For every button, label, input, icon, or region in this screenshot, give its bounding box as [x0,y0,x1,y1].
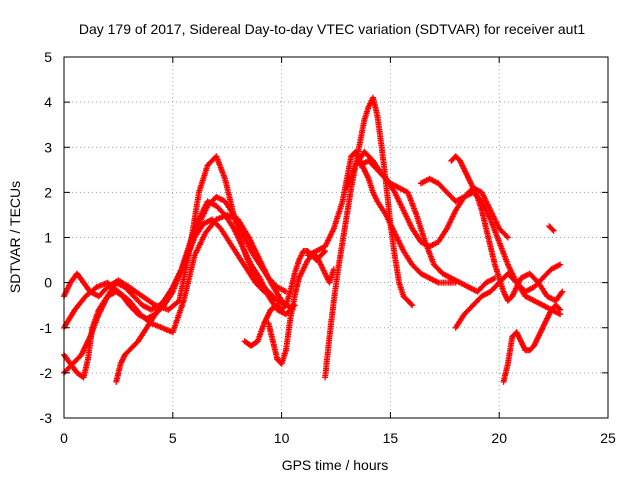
x-tick-label: 25 [600,430,616,446]
x-tick-label: 0 [60,430,68,446]
x-tick-label: 15 [383,430,399,446]
y-tick-label: 5 [44,49,52,65]
y-tick-label: 4 [44,94,52,110]
x-tick-label: 5 [169,430,177,446]
data-point-markers [448,153,566,304]
x-tick-label: 10 [274,430,290,446]
y-tick-label: 0 [44,275,52,291]
series-track-14 [452,261,564,331]
series-track-7 [265,252,337,367]
data-point-markers [546,223,557,234]
y-tick-label: 2 [44,184,52,200]
series-track-10 [343,148,498,295]
series-track-15 [500,302,564,385]
chart-title: Day 179 of 2017, Sidereal Day-to-day VTE… [79,21,586,37]
data-point-markers [304,148,459,286]
x-axis-label: GPS time / hours [282,457,389,473]
x-tick-label: 20 [491,430,507,446]
series-track-9 [304,148,459,286]
y-tick-label: -2 [40,365,53,381]
x-tick-labels: 0 5 10 15 20 25 [60,430,616,446]
axis-ticks [63,56,609,419]
series-track-6 [241,248,329,349]
data-point-markers [343,148,498,295]
data-point-markers [452,261,564,331]
series-track-16 [546,223,557,234]
grid [64,57,608,418]
data-point-markers [500,302,564,385]
data-point-markers [241,248,329,349]
series-track-13 [448,153,566,304]
data-point-markers [113,193,289,385]
series-track-12 [417,175,511,241]
y-tick-label: 3 [44,139,52,155]
y-tick-label: -3 [40,410,53,426]
data-series [61,94,566,385]
y-tick-labels: -3 -2 -1 0 1 2 3 4 5 [40,49,53,426]
series-track-5 [113,193,289,385]
y-tick-label: -1 [40,320,53,336]
data-point-markers [417,175,511,241]
y-axis-label: SDTVAR / TECUs [7,181,23,293]
y-tick-label: 1 [44,230,52,246]
data-point-markers [265,252,337,367]
